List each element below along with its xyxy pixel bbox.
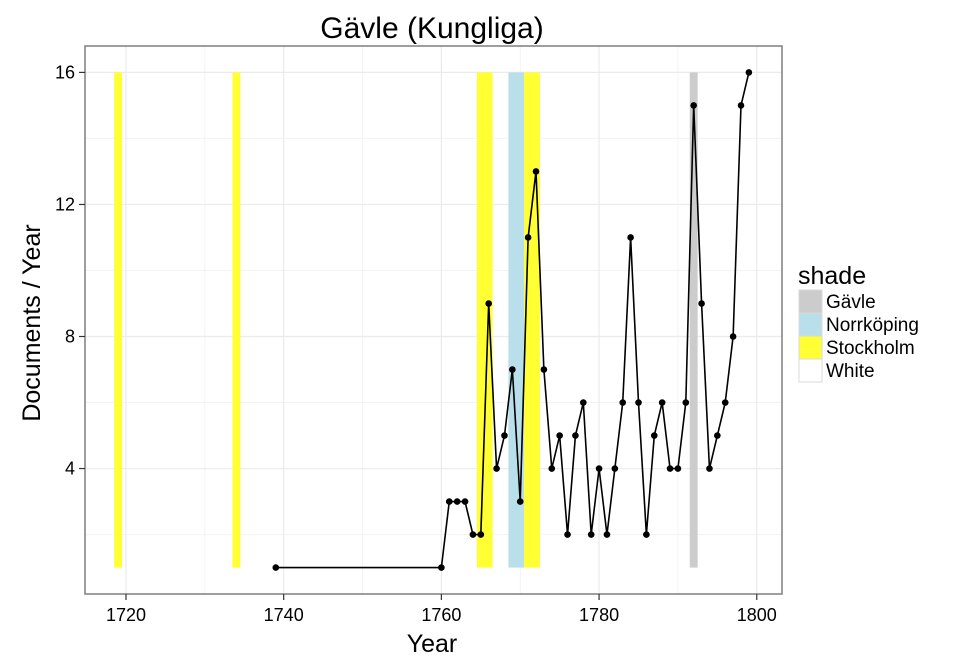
y-tick-label: 8 bbox=[65, 327, 75, 347]
data-point bbox=[572, 432, 579, 439]
legend-label: Stockholm bbox=[826, 338, 915, 359]
legend-label: Norrköping bbox=[826, 315, 919, 336]
data-point bbox=[603, 531, 611, 538]
data-point bbox=[658, 399, 666, 406]
data-point bbox=[477, 531, 485, 538]
shade-band-stockholm bbox=[476, 72, 493, 568]
data-point bbox=[580, 399, 587, 406]
data-point bbox=[272, 564, 280, 571]
data-point bbox=[564, 531, 571, 538]
x-axis-ticks: 1720 1740 1760 1780 1800 bbox=[106, 594, 777, 625]
x-tick-label: 1740 bbox=[264, 605, 304, 625]
data-point bbox=[690, 102, 697, 109]
data-point bbox=[595, 465, 603, 472]
shade-band-stockholm bbox=[232, 72, 241, 568]
shade-band-gävle bbox=[689, 72, 698, 568]
data-point bbox=[721, 399, 729, 406]
data-point bbox=[737, 102, 745, 109]
data-point bbox=[445, 498, 453, 505]
x-tick-label: 1800 bbox=[737, 605, 777, 625]
data-point bbox=[674, 465, 682, 472]
data-point bbox=[493, 465, 500, 472]
data-point bbox=[556, 432, 563, 439]
shade-band-stockholm bbox=[524, 72, 540, 568]
data-point bbox=[469, 531, 477, 538]
data-point bbox=[485, 300, 492, 307]
shade-band-norrköping bbox=[508, 72, 525, 568]
data-point bbox=[729, 333, 737, 340]
data-point bbox=[509, 366, 516, 373]
data-point bbox=[714, 432, 721, 439]
legend-key-stockholm bbox=[798, 335, 823, 360]
series-points bbox=[272, 69, 753, 571]
y-tick-label: 16 bbox=[55, 62, 75, 82]
data-point bbox=[461, 498, 469, 505]
y-tick-label: 12 bbox=[55, 194, 75, 214]
data-point bbox=[540, 366, 548, 373]
data-point bbox=[501, 432, 508, 439]
data-point bbox=[643, 531, 650, 538]
y-tick-label: 4 bbox=[65, 459, 75, 479]
data-point bbox=[611, 465, 619, 472]
data-point bbox=[706, 465, 713, 472]
x-tick-label: 1720 bbox=[106, 605, 146, 625]
data-point bbox=[745, 69, 753, 76]
x-axis-title: Year bbox=[407, 630, 458, 658]
data-point bbox=[524, 234, 532, 241]
data-point bbox=[548, 465, 556, 472]
legend-key-gävle bbox=[798, 289, 823, 314]
grid-lines bbox=[85, 46, 782, 594]
plot-panel-border bbox=[84, 45, 783, 595]
chart-title: Gävle (Kungliga) bbox=[320, 12, 543, 45]
data-point bbox=[627, 234, 634, 241]
data-point bbox=[587, 531, 595, 538]
legend-title: shade bbox=[798, 262, 866, 290]
legend-key-white bbox=[798, 358, 823, 383]
shade-band-stockholm bbox=[114, 72, 123, 568]
data-point bbox=[453, 498, 461, 505]
data-point bbox=[516, 498, 524, 505]
y-axis-title: Documents / Year bbox=[18, 224, 46, 421]
x-tick-label: 1780 bbox=[579, 605, 619, 625]
data-point bbox=[682, 399, 690, 406]
data-point bbox=[698, 300, 705, 307]
data-point bbox=[635, 399, 642, 406]
legend-label: White bbox=[826, 361, 875, 382]
data-point bbox=[438, 564, 445, 571]
data-point bbox=[666, 465, 674, 472]
data-point bbox=[650, 432, 658, 439]
x-tick-label: 1760 bbox=[421, 605, 461, 625]
data-point bbox=[532, 168, 540, 175]
data-point bbox=[619, 399, 627, 406]
legend-label: Gävle bbox=[826, 292, 876, 313]
y-axis-ticks: 4 8 12 16 bbox=[55, 62, 85, 479]
legend-key-norrköping bbox=[798, 312, 823, 337]
shade-bands bbox=[114, 72, 698, 568]
